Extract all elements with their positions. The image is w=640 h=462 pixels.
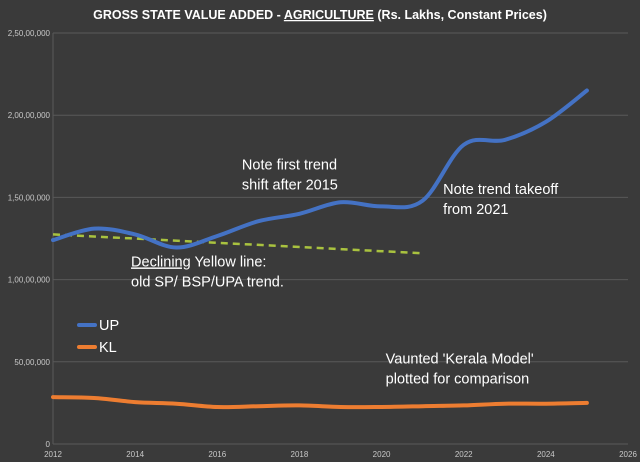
y-tick-label: 2,00,00,000 — [8, 111, 51, 120]
trendline — [52, 233, 423, 255]
x-tick-label: 2018 — [291, 450, 309, 459]
series-line-up — [51, 88, 589, 250]
legend: UP KL — [77, 318, 119, 356]
x-tick-label: 2024 — [537, 450, 555, 459]
series-group — [51, 88, 589, 410]
annotations-group: Note first trend shift after 2015 Note tre… — [131, 157, 559, 387]
chart-title: GROSS STATE VALUE ADDED - AGRICULTURE (R… — [93, 8, 547, 22]
annotation: Note first trend shift after 2015 — [242, 157, 338, 193]
y-axis-ticks: 0 50,00,000 1,00,00,000 1,50,00,000 2,00,00,… — [8, 29, 51, 449]
y-tick-label: 1,50,00,000 — [8, 193, 51, 202]
x-tick-label: 2012 — [44, 450, 62, 459]
x-tick-label: 2020 — [373, 450, 391, 459]
legend-label-kl: KL — [99, 340, 117, 356]
x-tick-label: 2014 — [126, 450, 144, 459]
x-tick-label: 2022 — [455, 450, 473, 459]
series-line-kl — [51, 395, 589, 410]
annotation: Note trend takeoff from 2021 — [443, 182, 559, 218]
annotation: Declining Yellow line: old SP/ BSP/UPA tr… — [131, 254, 284, 290]
y-tick-label: 2,50,00,000 — [8, 29, 51, 38]
legend-label-up: UP — [99, 318, 119, 334]
y-tick-label: 1,00,00,000 — [8, 276, 51, 285]
title-prefix: GROSS STATE VALUE ADDED - — [93, 8, 284, 22]
x-tick-label: 2026 — [619, 450, 637, 459]
x-tick-label: 2016 — [208, 450, 226, 459]
title-suffix: (Rs. Lakhs, Constant Prices) — [374, 8, 547, 22]
y-tick-label: 50,00,000 — [14, 358, 50, 367]
gridlines — [52, 32, 628, 445]
trendline-group — [52, 233, 423, 255]
y-tick-label: 0 — [46, 440, 51, 449]
annotation: Vaunted 'Kerala Model' plotted for compar… — [386, 351, 534, 387]
title-emphasis: AGRICULTURE — [284, 8, 374, 22]
x-axis-ticks: 2012 2014 2016 2018 2020 2022 2024 2026 — [44, 450, 637, 459]
